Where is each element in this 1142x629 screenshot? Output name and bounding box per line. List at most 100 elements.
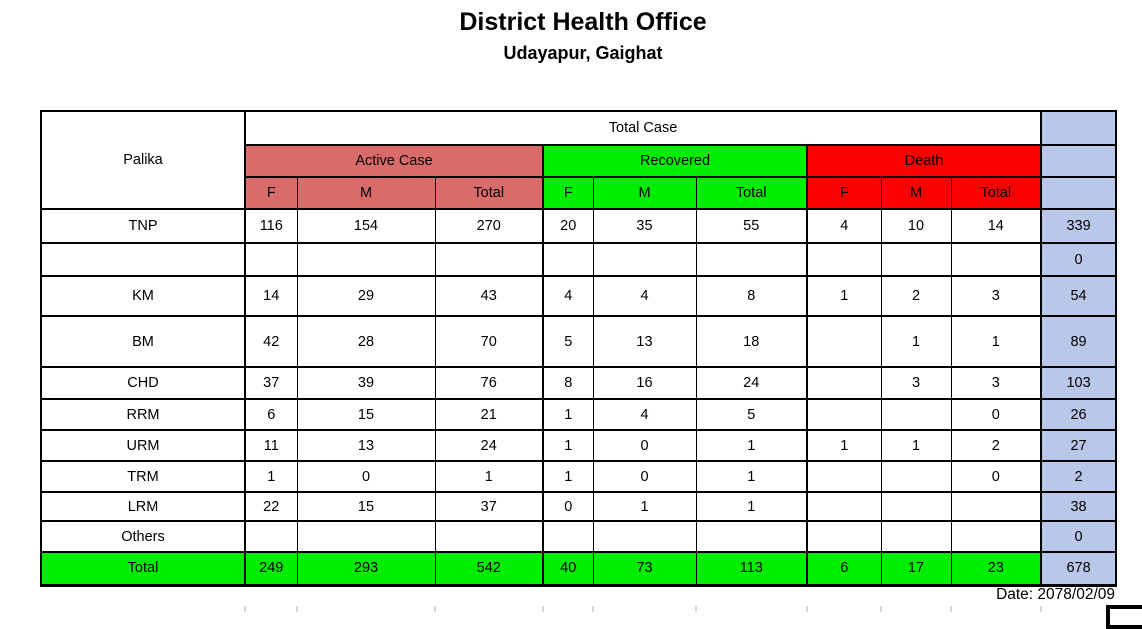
table-row: TRM 1 0 1 1 0 1 0 2 (40, 460, 1117, 493)
table-cell (880, 520, 952, 553)
table-row: KM 14 29 43 4 4 8 1 2 3 54 (40, 275, 1117, 317)
group-header-recovered: Recovered (542, 144, 808, 178)
table-cell: 1 (542, 398, 594, 431)
top-header-total-case: Total Case (243, 110, 1042, 146)
table-cell (806, 315, 882, 368)
table-cell: 73 (592, 551, 697, 587)
table-cell (806, 366, 882, 400)
table-cell: 4 (592, 398, 697, 431)
table-cell (950, 491, 1042, 522)
table-cell: 113 (695, 551, 808, 587)
table-cell (244, 520, 298, 553)
table-cell: 1 (695, 460, 808, 493)
table-cell: 76 (434, 366, 544, 400)
table-cell (592, 520, 697, 553)
table-cell: 8 (695, 275, 808, 317)
table-cell: 1 (880, 429, 952, 462)
subheader-death-m: M (880, 176, 952, 210)
table-cell: 8 (542, 366, 594, 400)
table-cell: 1 (950, 315, 1042, 368)
table-cell: 39 (296, 366, 436, 400)
table-cell: 70 (434, 315, 544, 368)
row-label-cell: URM (40, 429, 246, 462)
table-cell: 154 (296, 208, 436, 244)
grand-total-cell: 103 (1040, 366, 1117, 400)
table-cell: 3 (950, 366, 1042, 400)
table-cell (950, 520, 1042, 553)
table-cell (542, 520, 594, 553)
table-cell: 37 (434, 491, 544, 522)
table-cell: 42 (244, 315, 298, 368)
group-header-active-case: Active Case (244, 144, 544, 178)
table-cell (806, 491, 882, 522)
table-row: CHD 37 39 76 8 16 24 3 3 103 (40, 366, 1117, 400)
row-label-cell (40, 242, 246, 277)
table-cell: 23 (950, 551, 1042, 587)
table-cell: 4 (542, 275, 594, 317)
table-cell: 4 (592, 275, 697, 317)
table-cell (434, 242, 544, 277)
table-cell: 16 (592, 366, 697, 400)
grand-total-cell: 89 (1040, 315, 1117, 368)
table-row: 0 (40, 242, 1117, 277)
table-cell (592, 242, 697, 277)
table-cell: 1 (806, 429, 882, 462)
subheader-recovered-m: M (592, 176, 697, 210)
table-cell: 10 (880, 208, 952, 244)
table-cell: 2 (880, 275, 952, 317)
table-cell (296, 520, 436, 553)
subheader-recovered-f: F (542, 176, 594, 210)
table-cell: 15 (296, 398, 436, 431)
row-label-cell: Total (40, 551, 246, 587)
table-cell (695, 520, 808, 553)
grand-total-header-cell (1040, 110, 1117, 146)
table-cell: 55 (695, 208, 808, 244)
report-header: District Health Office Udayapur, Gaighat (12, 8, 1142, 64)
grand-total-cell: 26 (1040, 398, 1117, 431)
table-cell: 249 (244, 551, 298, 587)
row-label-cell: CHD (40, 366, 246, 400)
table-cell: 1 (542, 460, 594, 493)
table-cell: 24 (695, 366, 808, 400)
row-label-cell: BM (40, 315, 246, 368)
table-row: LRM 22 15 37 0 1 1 38 (40, 491, 1117, 522)
table-cell: 6 (806, 551, 882, 587)
subheader-active-f: F (244, 176, 298, 210)
grand-total-header-cell (1040, 176, 1117, 210)
subheader-death-total: Total (950, 176, 1042, 210)
table-row: URM 11 13 24 1 0 1 1 1 2 27 (40, 429, 1117, 462)
grand-total-cell: 54 (1040, 275, 1117, 317)
table-cell: 5 (695, 398, 808, 431)
subheader-recovered-total: Total (695, 176, 808, 210)
table-cell (542, 242, 594, 277)
table-cell: 14 (950, 208, 1042, 244)
table-cell: 37 (244, 366, 298, 400)
table-cell (880, 242, 952, 277)
table-cell (806, 520, 882, 553)
table-cell (244, 242, 298, 277)
table-cell: 11 (244, 429, 298, 462)
table-cell (806, 398, 882, 431)
table-cell: 116 (244, 208, 298, 244)
table-cell: 0 (950, 398, 1042, 431)
table-cell: 43 (434, 275, 544, 317)
subheader-active-m: M (296, 176, 436, 210)
table-cell: 13 (592, 315, 697, 368)
table-cell: 40 (542, 551, 594, 587)
table-cell (880, 398, 952, 431)
table-cell: 21 (434, 398, 544, 431)
page-title: District Health Office (459, 8, 707, 36)
table-cell: 0 (950, 460, 1042, 493)
table-cell (695, 242, 808, 277)
table-cell: 3 (950, 275, 1042, 317)
table-cell (880, 491, 952, 522)
table-cell: 3 (880, 366, 952, 400)
table-row: RRM 6 15 21 1 4 5 0 26 (40, 398, 1117, 431)
table-cell: 15 (296, 491, 436, 522)
table-cell: 1 (244, 460, 298, 493)
row-label-cell: Others (40, 520, 246, 553)
table-cell: 22 (244, 491, 298, 522)
table-cell: 24 (434, 429, 544, 462)
table-cell: 35 (592, 208, 697, 244)
page-subtitle: Udayapur, Gaighat (503, 43, 663, 63)
